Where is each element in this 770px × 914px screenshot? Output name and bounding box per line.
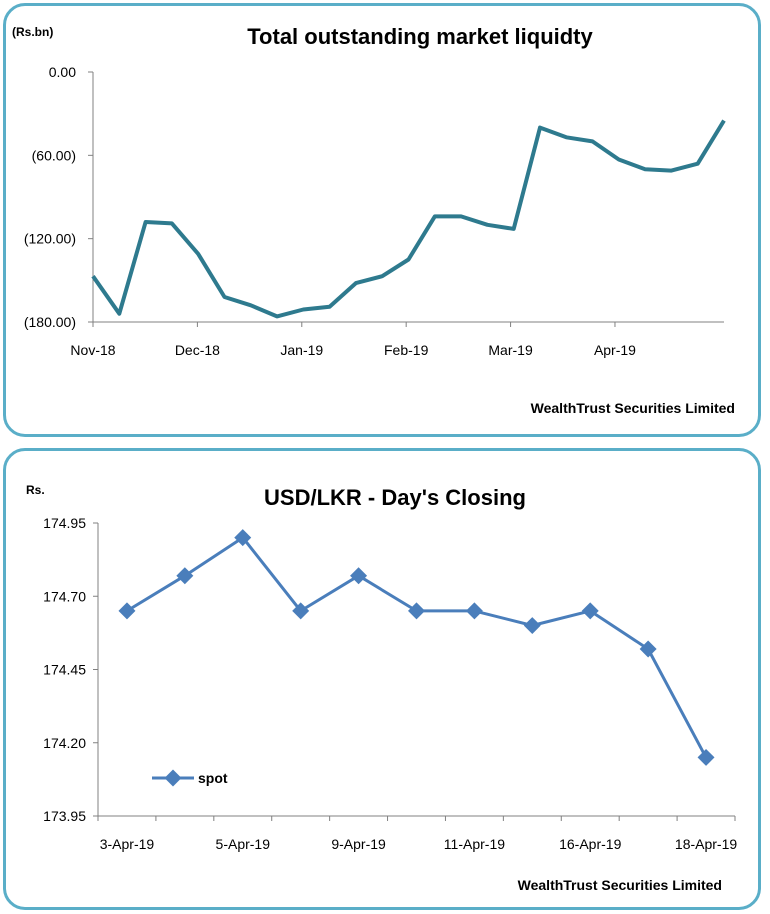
legend-marker-spot — [164, 769, 182, 787]
liquidity-x-tick-label: Apr-19 — [594, 342, 636, 358]
liquidity-source-label: WealthTrust Securities Limited — [531, 400, 735, 416]
usdlkr-data-point — [523, 617, 541, 635]
usdlkr-x-tick-label: 5-Apr-19 — [216, 836, 271, 852]
legend-label-spot: spot — [198, 770, 228, 786]
liquidity-chart-panel — [3, 3, 761, 437]
usdlkr-data-point — [581, 602, 599, 620]
usdlkr-y-tick-label: 174.45 — [43, 662, 86, 678]
usdlkr-data-point — [176, 567, 194, 585]
usdlkr-y-unit-label: Rs. — [26, 483, 45, 497]
usdlkr-source-label: WealthTrust Securities Limited — [518, 877, 722, 893]
liquidity-series-line — [91, 119, 726, 319]
liquidity-x-tick-label: Dec-18 — [175, 342, 220, 358]
usdlkr-x-tick-label: 11-Apr-19 — [444, 836, 505, 852]
usdlkr-y-tick-label: 174.70 — [43, 588, 86, 604]
usdlkr-y-tick-label: 174.20 — [43, 735, 86, 751]
usdlkr-x-tick-label: 9-Apr-19 — [331, 836, 386, 852]
usdlkr-series-line — [126, 536, 708, 759]
usdlkr-y-tick-label: 174.95 — [43, 515, 86, 531]
usdlkr-x-tick-label: 18-Apr-19 — [675, 836, 737, 852]
liquidity-y-tick-label: (180.00) — [24, 314, 76, 330]
usdlkr-chart-title: USD/LKR - Day's Closing — [264, 485, 526, 510]
usdlkr-data-point — [465, 602, 483, 620]
usdlkr-data-point — [639, 640, 657, 658]
liquidity-chart-title: Total outstanding market liquidty — [247, 24, 593, 49]
liquidity-x-tick-label: Nov-18 — [70, 342, 115, 358]
liquidity-y-tick-label: 0.00 — [49, 64, 76, 80]
usdlkr-x-tick-label: 3-Apr-19 — [100, 836, 155, 852]
usdlkr-legend: spot — [152, 769, 228, 787]
liquidity-y-unit-label: (Rs.bn) — [12, 25, 53, 39]
liquidity-x-tick-label: Jan-19 — [280, 342, 323, 358]
liquidity-y-tick-label: (120.00) — [24, 231, 76, 247]
usdlkr-data-point — [408, 602, 425, 620]
usdlkr-x-tick-label: 16-Apr-19 — [559, 836, 621, 852]
liquidity-y-tick-label: (60.00) — [32, 147, 76, 163]
liquidity-x-tick-label: Feb-19 — [384, 342, 429, 358]
liquidity-x-tick-label: Mar-19 — [488, 342, 533, 358]
usdlkr-y-tick-label: 173.95 — [43, 808, 86, 824]
usdlkr-data-point — [292, 602, 310, 620]
usdlkr-data-point — [118, 602, 136, 620]
usdlkr-data-point — [350, 567, 368, 585]
usdlkr-chart-panel — [3, 448, 761, 910]
usdlkr-data-point — [697, 748, 715, 766]
